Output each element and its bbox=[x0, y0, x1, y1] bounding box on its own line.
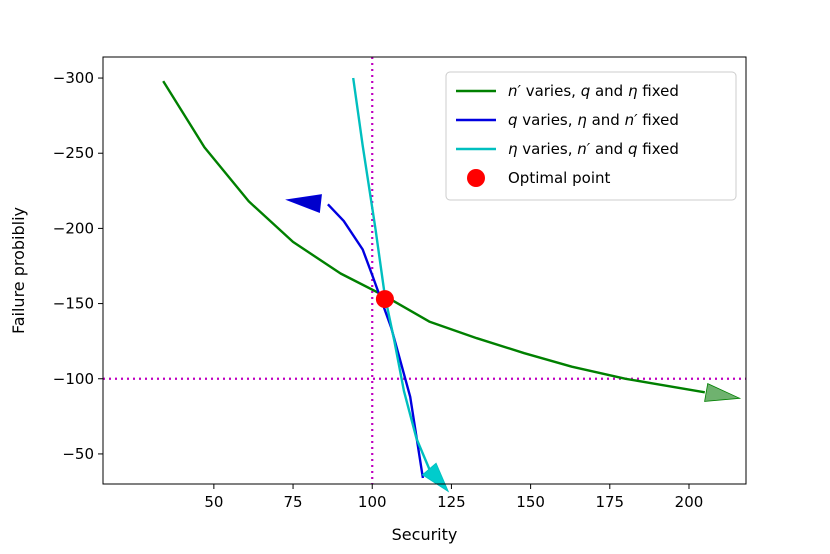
optimal-point-marker bbox=[375, 290, 394, 309]
series-line-1 bbox=[162, 80, 706, 394]
y-tick-label: −250 bbox=[53, 144, 94, 162]
legend-label-2: q varies, η and n′ fixed bbox=[508, 111, 679, 129]
legend-label-optimal: Optimal point bbox=[508, 169, 610, 187]
x-tick-label: 50 bbox=[204, 493, 223, 511]
y-tick-label: −200 bbox=[53, 219, 94, 237]
y-tick-label: −300 bbox=[53, 69, 94, 87]
x-tick-label: 150 bbox=[516, 493, 545, 511]
point-layer bbox=[375, 290, 394, 309]
y-tick-label: −150 bbox=[53, 295, 94, 313]
series-arrow-3 bbox=[421, 462, 450, 493]
legend-label-1: n′ varies, q and η fixed bbox=[508, 82, 679, 100]
y-tick-label: −100 bbox=[53, 370, 94, 388]
x-tick-label: 175 bbox=[595, 493, 624, 511]
x-tick-label: 200 bbox=[675, 493, 704, 511]
legend: n′ varies, q and η fixed q varies, η and … bbox=[445, 71, 737, 201]
x-axis: 50 75 100 125 150 175 200 bbox=[204, 484, 703, 511]
x-tick-label: 75 bbox=[284, 493, 303, 511]
legend-box bbox=[445, 71, 737, 201]
legend-swatch-optimal bbox=[467, 169, 485, 187]
x-axis-label: Security bbox=[392, 525, 458, 544]
legend-label-3: η varies, n′ and q fixed bbox=[508, 140, 679, 158]
x-tick-label: 100 bbox=[358, 493, 387, 511]
series-line-2 bbox=[327, 203, 425, 479]
y-axis: −300 −250 −200 −150 −100 −50 bbox=[53, 69, 103, 463]
series-layer bbox=[162, 77, 706, 479]
y-tick-label: −50 bbox=[62, 445, 94, 463]
y-axis-label: Failure probibliy bbox=[9, 207, 28, 334]
series-arrow-2 bbox=[285, 194, 322, 214]
plot-area bbox=[102, 56, 747, 493]
x-tick-label: 125 bbox=[437, 493, 466, 511]
series-arrow-1 bbox=[704, 383, 742, 402]
plot-frame bbox=[102, 56, 747, 485]
reference-lines bbox=[103, 57, 746, 484]
series-line-3 bbox=[352, 77, 431, 470]
